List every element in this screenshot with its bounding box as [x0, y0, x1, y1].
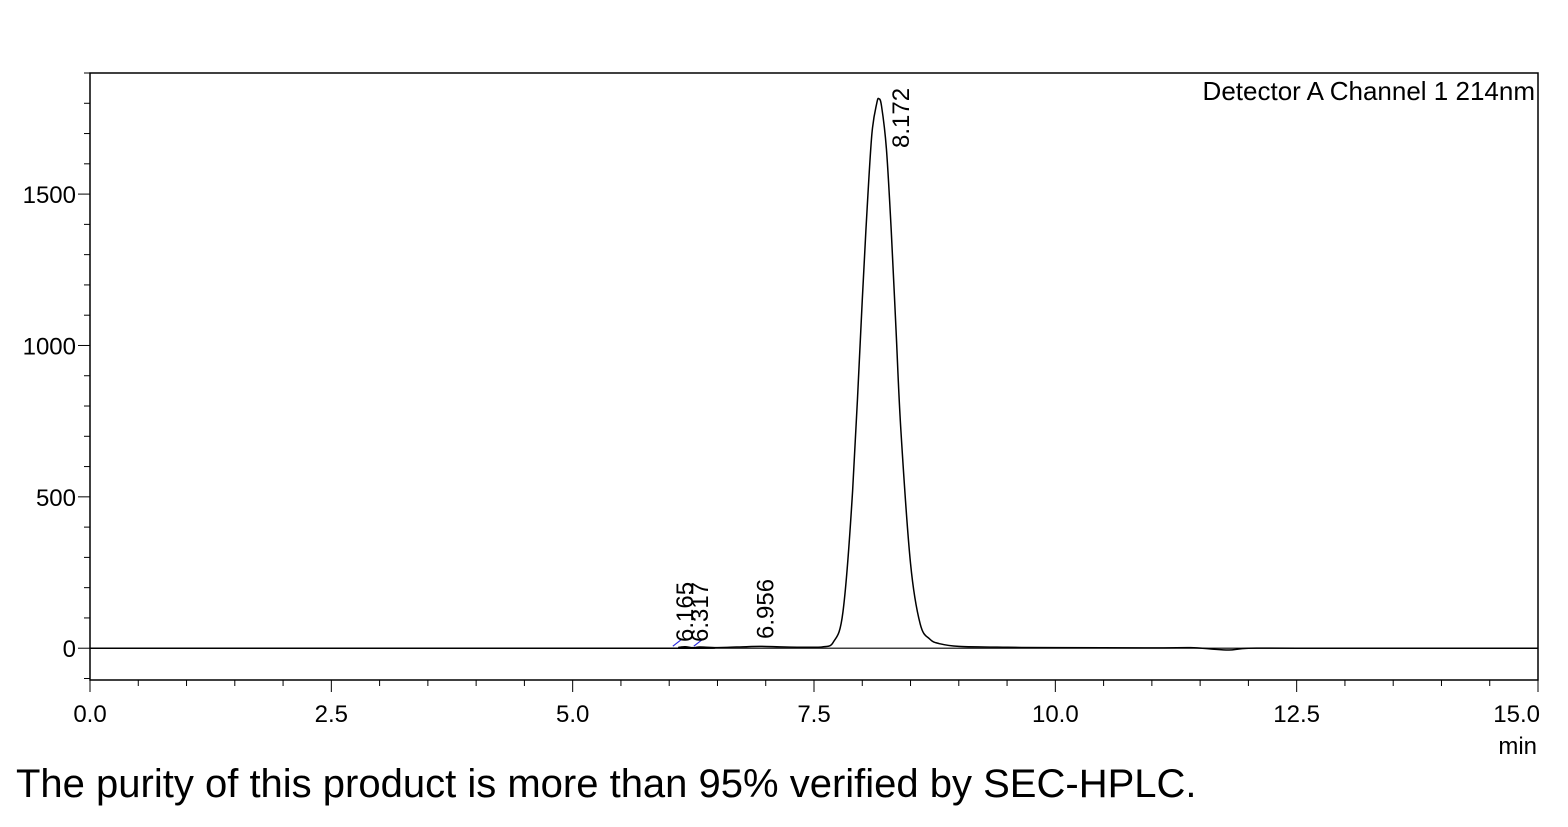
integration-marks [672, 638, 704, 647]
x-tick-label: 10.0 [1032, 701, 1079, 728]
integration-mark [693, 638, 704, 647]
x-tick-label: 7.5 [797, 701, 830, 728]
integration-mark [672, 638, 683, 647]
peak-label: 6.956 [752, 579, 779, 639]
x-tick-label: 15.0 [1493, 701, 1540, 728]
x-tick-label: 0.0 [73, 701, 106, 728]
x-axis: 0.0 2.5 5.0 7.5 10.0 12.5 15.0 [73, 680, 1540, 728]
peak-label: 8.172 [888, 88, 915, 148]
peak-label: 6.317 [687, 582, 714, 642]
y-tick-label: 1000 [23, 333, 76, 360]
x-axis-unit: min [1498, 733, 1537, 760]
legend-detector-a: Detector A Channel 1 214nm [1203, 76, 1535, 106]
chromatogram-chart: 0 500 1000 1500 0.0 2.5 5.0 7.5 10.0 12.5 15.0 6.… [23, 72, 1540, 760]
x-tick-label: 12.5 [1273, 701, 1320, 728]
series-trace-detector-a [89, 97, 1538, 651]
x-tick-label: 2.5 [315, 701, 348, 728]
caption: The purity of this product is more than … [16, 762, 1197, 806]
plot-frame [89, 72, 1539, 681]
y-axis: 0 500 1000 1500 [23, 72, 90, 679]
y-tick-label: 1500 [23, 182, 76, 209]
y-tick-label: 500 [36, 485, 76, 512]
x-tick-label: 5.0 [556, 701, 589, 728]
peak-label: 6.165 [672, 582, 699, 642]
y-tick-label: 0 [63, 636, 76, 663]
